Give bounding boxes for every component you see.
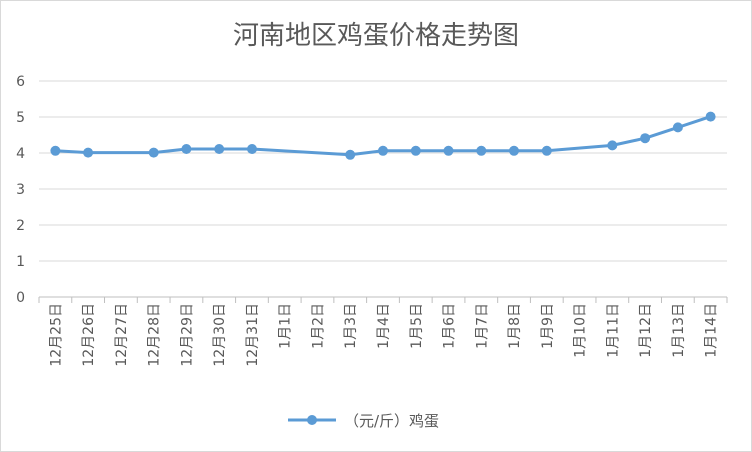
x-tick-label: 1月3日 bbox=[343, 303, 359, 349]
series-layer bbox=[50, 111, 716, 160]
x-tick-label: 12月25日 bbox=[48, 303, 64, 367]
x-tick-label: 1月14日 bbox=[704, 303, 720, 358]
y-tick-label: 3 bbox=[16, 182, 25, 198]
x-tick-label: 1月10日 bbox=[573, 303, 589, 358]
data-point bbox=[705, 111, 716, 122]
data-point bbox=[378, 145, 388, 156]
data-point bbox=[83, 147, 94, 158]
y-tick-label: 2 bbox=[16, 218, 25, 234]
x-tick-label: 12月28日 bbox=[147, 303, 163, 367]
legend-label: （元/斤）鸡蛋 bbox=[344, 412, 439, 430]
data-point bbox=[410, 145, 421, 156]
x-tick-label: 12月30日 bbox=[212, 303, 228, 367]
data-point bbox=[541, 145, 552, 156]
x-tick-label: 1月4日 bbox=[376, 303, 392, 349]
x-tick-label: 1月1日 bbox=[278, 303, 294, 349]
x-tick-label: 1月9日 bbox=[540, 303, 556, 349]
x-tick-label: 12月27日 bbox=[114, 303, 130, 367]
x-tick-label: 12月29日 bbox=[179, 303, 195, 367]
x-tick-label: 1月12日 bbox=[638, 303, 654, 358]
data-point bbox=[607, 140, 618, 151]
data-point bbox=[50, 145, 61, 156]
x-tick-label: 1月13日 bbox=[671, 303, 687, 358]
x-tick-label: 1月7日 bbox=[474, 303, 490, 349]
y-tick-label: 5 bbox=[16, 110, 25, 126]
data-point bbox=[148, 147, 159, 158]
legend-point-marker bbox=[307, 415, 317, 425]
data-point bbox=[443, 145, 454, 156]
data-point bbox=[509, 145, 519, 156]
data-point bbox=[476, 145, 487, 156]
data-point bbox=[214, 144, 225, 154]
x-tick-label: 12月26日 bbox=[81, 303, 97, 367]
x-tick-label: 1月5日 bbox=[409, 303, 425, 349]
x-tick-label: 1月2日 bbox=[310, 303, 326, 349]
gridlines bbox=[39, 80, 727, 262]
x-tick-label: 1月8日 bbox=[507, 303, 523, 349]
y-tick-label: 6 bbox=[16, 74, 25, 90]
x-tick-label: 1月6日 bbox=[442, 303, 458, 349]
y-axis: 0 1 2 3 4 5 6 bbox=[16, 74, 25, 306]
data-point bbox=[672, 122, 683, 133]
legend: （元/斤）鸡蛋 bbox=[288, 412, 439, 430]
data-point bbox=[181, 144, 192, 154]
x-axis: 12月25日 12月26日 12月27日 12月28日 12月29日 12月30日 12月3… bbox=[38, 296, 728, 367]
y-tick-label: 0 bbox=[16, 290, 25, 306]
x-tick-label: 12月31日 bbox=[245, 303, 261, 367]
x-tick-label: 1月11日 bbox=[605, 303, 621, 358]
data-point bbox=[640, 133, 651, 144]
data-point bbox=[345, 149, 356, 160]
y-tick-label: 1 bbox=[16, 254, 25, 270]
data-point bbox=[247, 144, 257, 154]
y-tick-label: 4 bbox=[16, 146, 25, 162]
chart-title: 河南地区鸡蛋价格走势图 bbox=[233, 21, 519, 51]
